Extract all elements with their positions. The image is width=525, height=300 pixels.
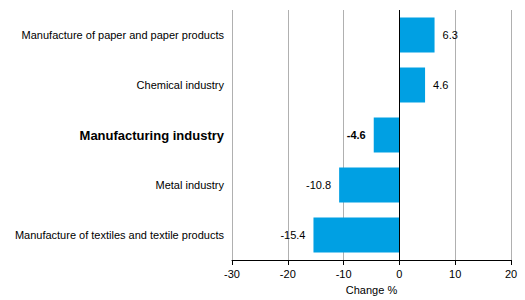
svg-text:Chemical industry: Chemical industry [137,79,225,91]
svg-text:-10.8: -10.8 [306,179,331,191]
svg-text:Manufacture of textiles and te: Manufacture of textiles and textile prod… [15,229,225,241]
svg-text:-10: -10 [336,268,352,280]
svg-text:-30: -30 [224,268,240,280]
svg-text:0: 0 [396,268,402,280]
svg-text:10: 10 [449,268,461,280]
svg-text:6.3: 6.3 [443,29,458,41]
svg-text:-4.6: -4.6 [347,129,366,141]
svg-text:Metal industry: Metal industry [156,179,225,191]
svg-text:Manufacture of paper and paper: Manufacture of paper and paper products [22,29,225,41]
svg-text:-20: -20 [280,268,296,280]
svg-text:-15.4: -15.4 [280,229,305,241]
svg-text:4.6: 4.6 [433,79,448,91]
svg-text:20: 20 [505,268,517,280]
svg-text:Change %: Change % [346,284,398,296]
svg-text:Manufacturing industry: Manufacturing industry [80,128,225,143]
